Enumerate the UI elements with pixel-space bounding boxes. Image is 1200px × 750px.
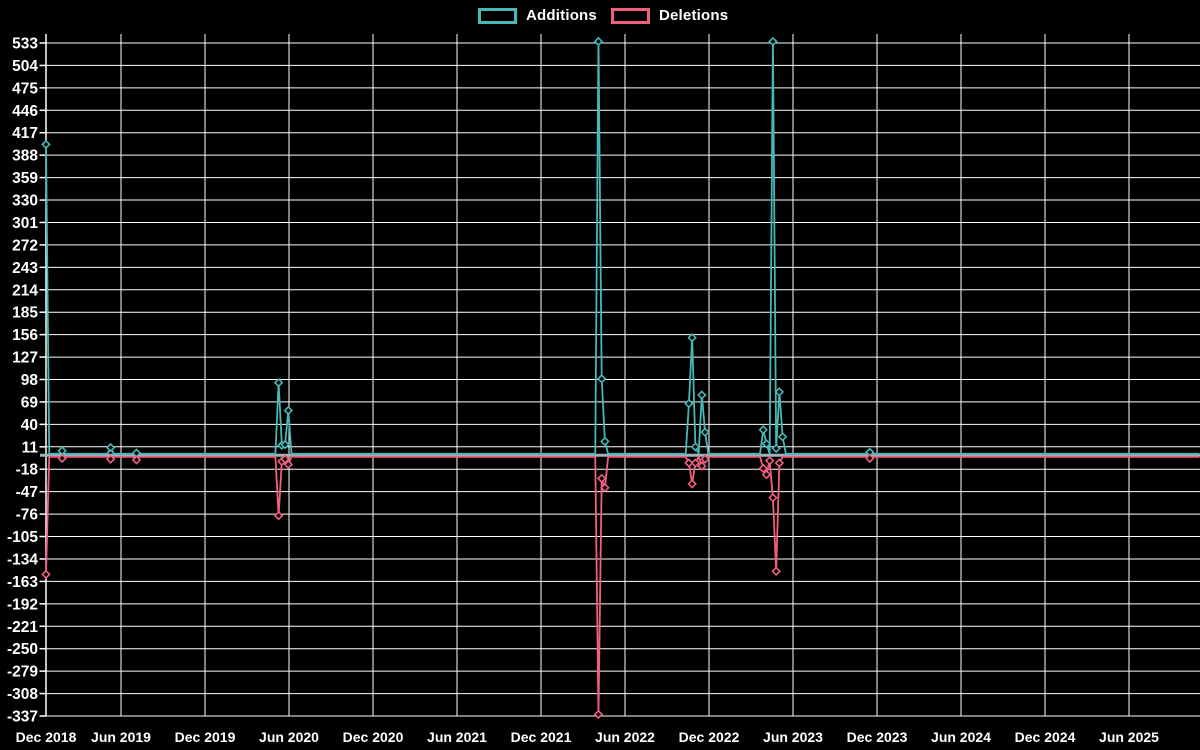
deletions-point-marker[interactable] [697, 461, 707, 471]
x-tick-label: Jun 2022 [595, 729, 655, 745]
additions-point-marker[interactable] [687, 333, 697, 343]
deletions-point-marker[interactable] [764, 455, 775, 466]
deletions-point-marker[interactable] [600, 483, 610, 493]
y-tick-label: -221 [7, 619, 38, 636]
deletions-point-marker[interactable] [131, 455, 142, 465]
y-tick-label: -192 [7, 596, 38, 613]
y-tick-label: -18 [16, 462, 39, 479]
y-tick-label: 243 [12, 260, 38, 277]
x-tick-label: Dec 2021 [511, 729, 572, 745]
additions-point-marker[interactable] [684, 398, 694, 409]
y-tick-label: 69 [21, 394, 39, 411]
x-tick-label: Jun 2024 [931, 729, 991, 745]
deletions-point-marker[interactable] [283, 459, 294, 470]
x-tick-label: Jun 2021 [427, 729, 487, 745]
y-tick-label: -250 [7, 641, 38, 658]
y-tick-label: 475 [12, 80, 38, 97]
x-tick-label: Jun 2025 [1099, 729, 1159, 745]
deletions-swatch-icon [610, 7, 650, 24]
deletions-point-marker[interactable] [758, 463, 768, 474]
y-tick-label: 98 [21, 372, 39, 389]
legend-label-deletions: Deletions [658, 7, 729, 24]
y-tick-label: 359 [12, 170, 38, 187]
y-tick-label: 11 [22, 439, 39, 456]
y-tick-label: 417 [12, 125, 38, 142]
legend: Additions Deletions [478, 7, 728, 24]
additions-point-marker[interactable] [273, 377, 284, 388]
x-tick-label: Dec 2024 [1015, 729, 1076, 745]
x-tick-label: Dec 2023 [847, 729, 908, 745]
x-tick-label: Dec 2020 [343, 729, 404, 745]
deletions-point-marker[interactable] [684, 458, 694, 468]
deletions-point-marker[interactable] [273, 510, 284, 521]
deletions-point-marker[interactable] [280, 454, 290, 464]
deletions-point-marker[interactable] [596, 473, 607, 484]
deletions-point-marker[interactable] [761, 469, 772, 480]
y-tick-label: 185 [12, 305, 38, 322]
y-tick-label: -105 [7, 529, 38, 546]
deletions-point-marker[interactable] [57, 453, 67, 464]
additions-point-marker[interactable] [697, 390, 707, 400]
additions-point-marker[interactable] [283, 405, 294, 416]
additions-series-line[interactable] [45, 40, 1200, 455]
y-tick-label: -134 [7, 551, 38, 568]
additions-point-marker[interactable] [41, 139, 51, 150]
y-tick-label: -76 [16, 507, 39, 524]
y-tick-label: 272 [12, 237, 38, 254]
additions-point-marker[interactable] [700, 427, 710, 437]
y-tick-label: 504 [12, 58, 38, 75]
x-tick-label: Dec 2019 [175, 729, 236, 745]
additions-point-marker[interactable] [596, 374, 607, 384]
additions-point-marker[interactable] [758, 425, 768, 435]
additions-point-marker[interactable] [771, 443, 781, 454]
legend-item-additions[interactable]: Additions [478, 7, 597, 24]
deletions-point-marker[interactable] [687, 479, 697, 489]
deletions-point-marker[interactable] [865, 453, 875, 464]
additions-point-marker[interactable] [777, 432, 788, 442]
y-tick-label: 40 [21, 417, 38, 434]
additions-point-marker[interactable] [774, 387, 785, 397]
deletions-point-marker[interactable] [690, 458, 701, 468]
y-tick-label: 214 [12, 282, 38, 299]
y-tick-label: 330 [12, 193, 38, 210]
x-tick-label: Dec 2018 [16, 729, 77, 745]
additions-point-marker[interactable] [761, 439, 772, 449]
legend-label-additions: Additions [526, 7, 597, 24]
additions-point-marker[interactable] [690, 442, 701, 452]
y-tick-label: 446 [12, 103, 38, 120]
additions-point-marker[interactable] [768, 36, 778, 47]
deletions-point-marker[interactable] [774, 458, 785, 468]
y-tick-label: 533 [12, 36, 38, 53]
y-tick-label: 156 [12, 327, 38, 344]
deletions-point-marker[interactable] [700, 454, 710, 464]
deletions-point-marker[interactable] [41, 569, 51, 580]
additions-point-marker[interactable] [105, 442, 116, 453]
x-tick-label: Jun 2020 [259, 729, 319, 745]
x-tick-label: Jun 2023 [763, 729, 823, 745]
x-tick-label: Jun 2019 [91, 729, 151, 745]
y-tick-label: -279 [7, 664, 38, 681]
deletions-point-marker[interactable] [771, 566, 781, 577]
deletions-point-marker[interactable] [593, 709, 604, 720]
y-tick-label: -47 [16, 484, 38, 501]
x-tick-label: Dec 2022 [679, 729, 740, 745]
y-tick-label: 127 [12, 350, 38, 367]
additions-swatch-icon [478, 7, 517, 24]
y-tick-label: 301 [12, 215, 38, 232]
additions-point-marker[interactable] [593, 36, 604, 47]
deletions-point-marker[interactable] [105, 454, 116, 464]
deletions-series-line[interactable] [45, 455, 1200, 716]
y-tick-label: -308 [7, 686, 38, 703]
deletions-point-marker[interactable] [768, 493, 778, 503]
y-tick-label: -163 [7, 574, 38, 591]
additions-point-marker[interactable] [280, 439, 290, 450]
legend-item-deletions[interactable]: Deletions [610, 7, 729, 24]
y-tick-label: 388 [12, 148, 38, 165]
additions-point-marker[interactable] [600, 436, 610, 447]
y-tick-label: -337 [7, 708, 38, 725]
